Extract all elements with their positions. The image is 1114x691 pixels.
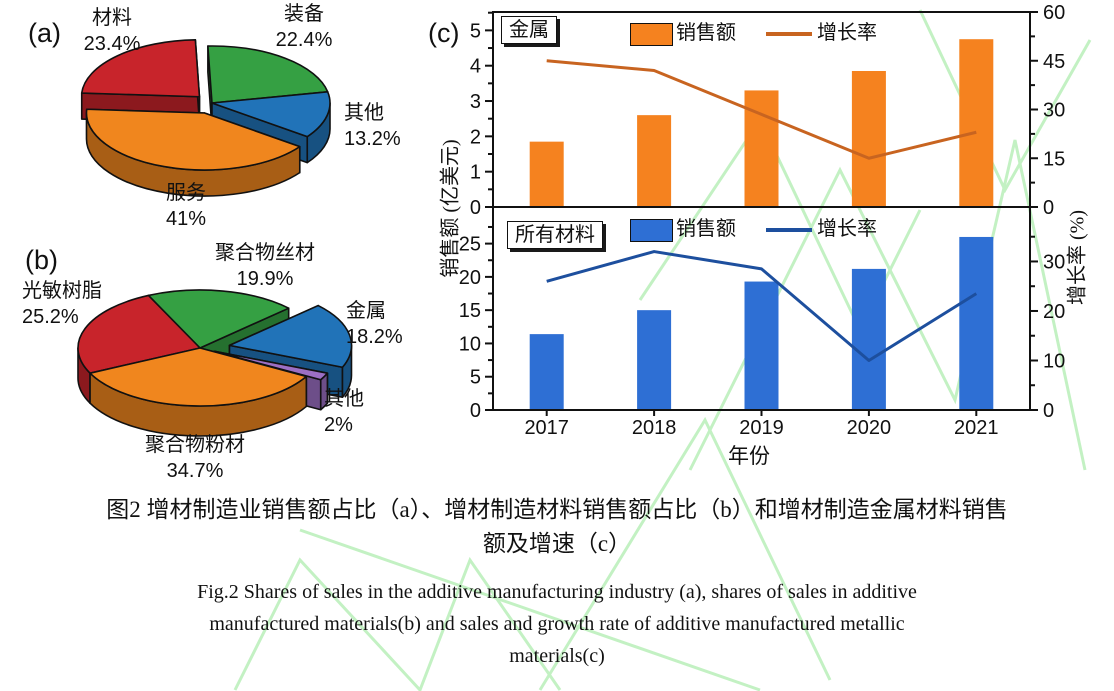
caption-cn-line2: 额及增速（c） xyxy=(482,531,632,556)
svg-text:20: 20 xyxy=(459,267,481,289)
svg-text:10: 10 xyxy=(459,333,481,355)
svg-text:2018: 2018 xyxy=(632,417,677,439)
slice-label-materials: 材料 23.4% xyxy=(83,7,141,55)
svg-text:4: 4 xyxy=(470,56,481,78)
bars xyxy=(529,236,994,410)
bars xyxy=(529,39,994,208)
caption-cn-line1: 图2 增材制造业销售额占比（a）、增材制造材料销售额占比（b）和增材制造金属材料… xyxy=(106,497,1008,522)
pie-a xyxy=(80,38,331,197)
svg-text:45: 45 xyxy=(1043,51,1065,73)
slice-label-photoresin: 光敏树脂 25.2% xyxy=(22,280,102,328)
all-materials-panel-box: 所有材料 xyxy=(507,221,603,249)
legend-line-swatch-allmat xyxy=(766,228,812,232)
panel-c-label: (c) xyxy=(428,18,460,48)
slice-label-equipment: 装备 22.4% xyxy=(275,3,333,51)
ticks: 0 5 10 15 20 25 0 10 20 30 xyxy=(459,225,1065,422)
panel-a-label: (a) xyxy=(28,18,61,48)
slice-label-polymer-powder: 聚合物粉材 34.7% xyxy=(145,434,245,482)
legend-line-label-allmat: 增长率 xyxy=(817,218,877,240)
svg-text:0: 0 xyxy=(1043,197,1054,219)
pie-charts xyxy=(77,38,353,437)
caption-en-line1: Fig.2 Shares of sales in the additive ma… xyxy=(197,581,917,603)
svg-text:5: 5 xyxy=(470,367,481,389)
svg-text:20: 20 xyxy=(1043,301,1065,323)
legend-line-swatch-metal xyxy=(766,32,812,36)
slice-label-other-b: 其他 2% xyxy=(324,388,364,436)
svg-text:0: 0 xyxy=(470,400,481,422)
legend-bar-label-allmat: 销售额 xyxy=(676,218,736,240)
metal-panel-box: 金属 xyxy=(501,16,557,44)
slice-label-other-a: 其他 13.2% xyxy=(344,102,401,150)
svg-text:2017: 2017 xyxy=(524,417,569,439)
svg-text:15: 15 xyxy=(459,300,481,322)
slice-label-metal: 金属 18.2% xyxy=(346,300,403,348)
left-axis-title: 销售额 (亿美元) xyxy=(439,139,462,278)
x-axis: 2017 2018 2019 2020 2021 xyxy=(524,410,999,439)
svg-text:3: 3 xyxy=(470,91,481,113)
svg-text:60: 60 xyxy=(1043,2,1065,24)
legend-bar-label-metal: 销售额 xyxy=(676,22,736,44)
svg-text:1: 1 xyxy=(470,162,481,184)
svg-text:15: 15 xyxy=(1043,148,1065,170)
slice-label-polymer-filament: 聚合物丝材 19.9% xyxy=(215,242,315,290)
svg-text:2019: 2019 xyxy=(739,417,784,439)
svg-text:10: 10 xyxy=(1043,350,1065,372)
svg-text:5: 5 xyxy=(470,20,481,42)
right-axis-title: 增长率 (%) xyxy=(1066,210,1089,305)
legend-line-label-metal: 增长率 xyxy=(817,22,877,44)
pie-b xyxy=(77,289,353,437)
slice-label-services: 服务 41% xyxy=(165,182,207,230)
x-axis-title: 年份 xyxy=(728,444,770,468)
panel-b-label: (b) xyxy=(25,245,58,275)
caption-en-line2: manufactured materials(b) and sales and … xyxy=(209,613,905,635)
legend-bar-swatch-metal xyxy=(630,23,673,46)
svg-text:0: 0 xyxy=(470,197,481,219)
legend-bar-swatch-allmat xyxy=(630,219,673,242)
svg-text:0: 0 xyxy=(1043,400,1054,422)
svg-text:2: 2 xyxy=(470,126,481,148)
svg-text:30: 30 xyxy=(1043,251,1065,273)
caption-en-line3: materials(c) xyxy=(509,645,605,667)
svg-text:30: 30 xyxy=(1043,100,1065,122)
svg-text:2020: 2020 xyxy=(847,417,892,439)
svg-text:25: 25 xyxy=(459,234,481,256)
svg-text:2021: 2021 xyxy=(954,417,999,439)
